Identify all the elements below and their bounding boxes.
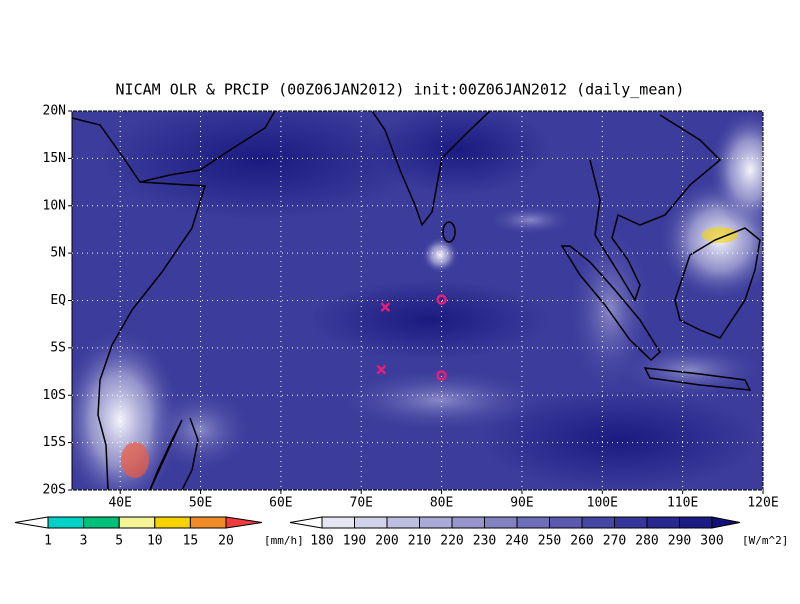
colorbar-label: 240 [505, 534, 528, 549]
colorbar-end [225, 516, 263, 529]
colorbar-label: 260 [570, 534, 593, 549]
colorbar-end [289, 516, 323, 529]
colorbar-box [451, 516, 485, 529]
colorbar-label: 20 [218, 534, 234, 549]
colorbar-box [118, 516, 156, 529]
x-tick-label: 70E [350, 496, 373, 511]
marker [436, 370, 447, 381]
colorbar-box [646, 516, 680, 529]
colorbar-label: 180 [310, 534, 333, 549]
x-tick-label: 100E [587, 496, 618, 511]
y-tick-label: EQ [50, 293, 66, 308]
colorbar-box [614, 516, 648, 529]
colorbar-box [154, 516, 191, 529]
x-tick-label: 80E [430, 496, 453, 511]
colorbar-unit: [mm/h] [264, 534, 304, 547]
colorbar-label: 230 [473, 534, 496, 549]
colorbar-label: 300 [700, 534, 723, 549]
colorbar-unit: [W/m^2] [742, 534, 788, 547]
colorbar-box [516, 516, 550, 529]
colorbar-label: 250 [538, 534, 561, 549]
colorbar-end [14, 516, 49, 529]
colorbar-box [354, 516, 388, 529]
colorbar-box [549, 516, 583, 529]
colorbar-box [189, 516, 227, 529]
x-tick-label: 120E [747, 496, 778, 511]
x-tick-label: 40E [108, 496, 131, 511]
colorbar-box [321, 516, 355, 529]
colorbar-label: 220 [440, 534, 463, 549]
colorbar-label: 270 [603, 534, 626, 549]
y-tick-label: 10S [43, 388, 66, 403]
x-tick-label: 90E [510, 496, 533, 511]
x-tick-label: 110E [667, 496, 698, 511]
colorbar-label: 10 [147, 534, 163, 549]
colorbar-label: 15 [183, 534, 199, 549]
x-tick-label: 60E [269, 496, 292, 511]
colorbar-label: 1 [44, 534, 52, 549]
colorbar-box [581, 516, 615, 529]
field [72, 111, 763, 490]
colorbar-box [83, 516, 120, 529]
title: NICAM OLR & PRCIP (00Z06JAN2012) init:00… [116, 81, 685, 99]
colorbar-box [419, 516, 453, 529]
colorbar-box [679, 516, 713, 529]
colorbar-label: 190 [343, 534, 366, 549]
y-tick-label: 20N [43, 104, 66, 119]
colorbar-label: 280 [635, 534, 658, 549]
y-tick-label: 10N [43, 198, 66, 213]
y-tick-label: 15S [43, 435, 66, 450]
x-tick-label: 50E [189, 496, 212, 511]
y-tick-label: 5S [50, 340, 66, 355]
y-tick-label: 15N [43, 151, 66, 166]
colorbar-label: 210 [408, 534, 431, 549]
colorbar-box [47, 516, 85, 529]
colorbar-label: 3 [80, 534, 88, 549]
colorbar-end [711, 516, 741, 529]
colorbar-label: 200 [375, 534, 398, 549]
colorbar-label: 290 [668, 534, 691, 549]
marker [380, 302, 391, 313]
marker [376, 364, 387, 375]
y-tick-label: 5N [50, 246, 66, 261]
marker [436, 294, 447, 305]
colorbar-label: 5 [115, 534, 123, 549]
colorbar-box [484, 516, 518, 529]
y-tick-label: 20S [43, 483, 66, 498]
colorbar-box [386, 516, 420, 529]
